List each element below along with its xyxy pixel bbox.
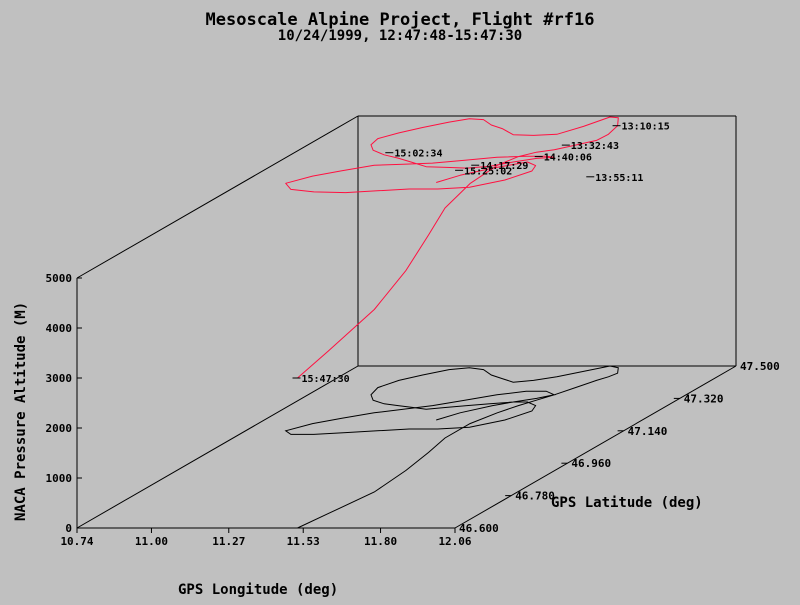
time-marker-label: 14:40:06: [544, 153, 592, 164]
floor-back-edge: [76, 365, 359, 529]
time-marker-label: 13:10:15: [622, 122, 670, 133]
y-tick-label: 47.140: [628, 425, 668, 438]
z-tick-label: 5000: [46, 272, 73, 285]
time-marker-label: 15:47:30: [302, 374, 350, 385]
x-axis-label: GPS Longitude (deg): [178, 582, 339, 598]
z-axis-label: NACA Pressure Altitude (M): [13, 301, 29, 521]
y-tick-label: 47.320: [684, 392, 724, 405]
y-tick-label: 46.960: [571, 457, 611, 470]
time-marker-label: 13:55:11: [595, 173, 643, 184]
flight-track-line: [285, 116, 619, 379]
x-tick-label: 12.06: [438, 535, 471, 548]
x-tick-label: 11.27: [212, 535, 245, 548]
z-tick-label: 3000: [46, 372, 73, 385]
z-tick-label: 1000: [46, 472, 73, 485]
y-tick-label: 46.780: [515, 490, 555, 503]
chart-title: Mesoscale Alpine Project, Flight #rf16: [205, 10, 595, 30]
time-marker-label: 15:25:02: [464, 166, 512, 177]
flight-track-ground-shadow: [284, 365, 619, 529]
x-tick-label: 11.00: [135, 535, 168, 548]
x-tick-label: 11.80: [364, 535, 397, 548]
chart-subtitle: 10/24/1999, 12:47:48-15:47:30: [277, 28, 523, 44]
time-marker-label: 15:02:34: [394, 149, 442, 160]
y-axis-line: [454, 365, 737, 529]
z-tick-label: 2000: [46, 422, 73, 435]
z-tick-label: 0: [65, 522, 72, 535]
y-tick-label: 47.500: [740, 360, 780, 373]
time-marker-label: 14:17:29: [480, 161, 528, 172]
y-axis-label: GPS Latitude (deg): [551, 495, 703, 511]
left-wall-top-edge: [76, 115, 359, 279]
x-tick-label: 10.74: [60, 535, 93, 548]
z-tick-label: 4000: [46, 322, 73, 335]
x-tick-label: 11.53: [287, 535, 320, 548]
time-marker-label: 13:32:43: [571, 141, 619, 152]
y-tick-label: 46.600: [459, 522, 499, 535]
